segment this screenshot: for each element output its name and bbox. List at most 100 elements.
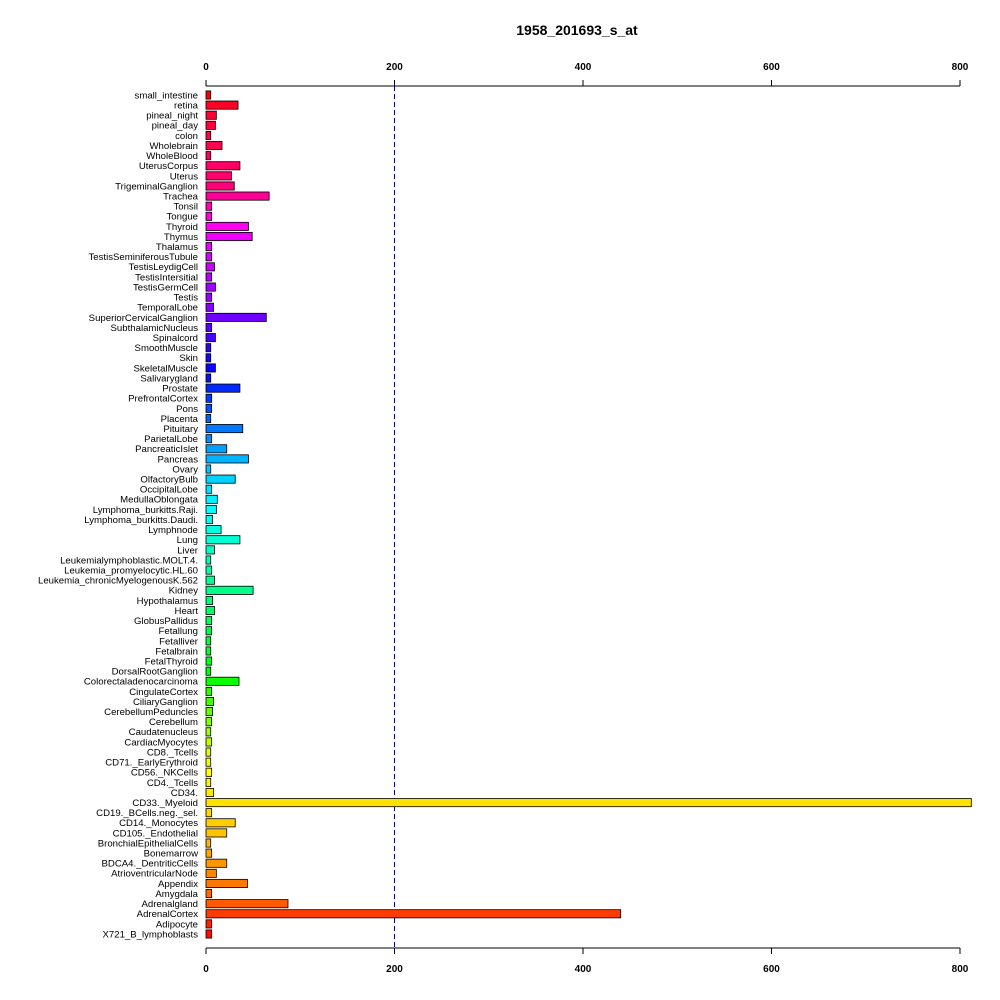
category-label-11: Tonsil [173,202,198,213]
category-label-0: small_intestine [135,90,198,101]
category-label-56: FetalThyroid [145,656,198,667]
category-label-20: Testis [173,293,198,304]
category-label-79: Amygdala [155,889,198,900]
category-label-48: Leukemia_chronicMyelogenousK.562 [38,576,198,587]
category-label-59: CingulateCortex [129,687,198,698]
category-label-62: Cerebellum [149,717,198,728]
category-label-50: Hypothalamus [137,596,199,607]
bar-1 [205,100,239,110]
bar-15 [205,242,213,252]
category-label-83: X721_B_lymphoblasts [103,929,199,940]
bar-26 [205,353,212,363]
category-label-36: Pancreas [157,454,198,465]
category-label-15: Thalamus [156,242,198,253]
category-label-38: OlfactoryBulb [140,475,198,486]
bar-51 [205,606,215,616]
bar-65 [205,747,212,757]
bar-34 [205,434,213,444]
category-label-74: BronchialEpithelialCells [98,838,198,849]
bar-21 [205,302,214,312]
category-label-17: TestisLeydigCell [129,262,198,273]
bottom-tick-label-4: 800 [952,964,969,975]
category-label-13: Thyroid [166,222,198,233]
category-label-78: Appendix [158,879,198,890]
category-label-25: SmoothMuscle [135,343,198,354]
category-label-42: Lymphoma_burkitts.Daudi. [84,515,198,526]
bar-55 [205,646,212,656]
category-label-6: WholeBlood [146,151,198,162]
category-label-31: Pons [176,404,198,415]
category-label-47: Leukemia_promyelocytic.HL.60 [64,565,198,576]
bar-32 [205,413,212,423]
bar-82 [205,919,213,929]
category-label-16: TestisSeminiferousTubule [89,252,199,263]
category-label-71: CD19._BCells.neg._sel. [96,808,198,819]
category-label-53: Fetallung [159,626,198,637]
bar-0 [205,90,212,100]
bar-49 [205,585,254,595]
top-tick-label-3: 600 [763,62,780,73]
bar-58 [205,676,240,686]
category-label-45: Liver [177,545,199,556]
category-label-54: Fetalliver [159,636,199,647]
bar-44 [205,535,241,545]
bar-50 [205,595,213,605]
bar-27 [205,363,216,373]
bar-4 [205,130,212,140]
top-tick-label-2: 400 [575,62,592,73]
bar-62 [205,717,213,727]
category-label-2: pineal_night [146,111,198,122]
category-label-82: Adipocyte [156,919,198,930]
category-label-7: UterusCorpus [139,161,198,172]
bar-73 [205,828,228,838]
bar-57 [205,666,212,676]
bar-83 [205,929,213,939]
category-label-46: Leukemialymphoblastic.MOLT.4. [60,555,198,566]
category-label-28: Salivarygland [140,373,198,384]
category-label-30: PrefrontalCortex [128,394,198,405]
category-label-5: Wholebrain [149,141,198,152]
bar-20 [205,292,213,302]
bar-70 [205,798,972,808]
category-label-49: Kidney [169,586,199,597]
bar-40 [205,494,218,504]
category-label-65: CD8._Tcells [147,747,198,758]
bar-37 [205,464,212,474]
bar-25 [205,343,212,353]
category-label-63: Caudatenucleus [129,727,199,738]
bar-29 [205,383,241,393]
bar-67 [205,767,213,777]
bar-63 [205,727,212,737]
category-label-81: AdrenalCortex [137,909,199,920]
category-label-33: Pituitary [163,424,198,435]
bottom-tick-label-2: 400 [575,964,592,975]
top-tick-label-0: 0 [203,62,209,73]
bar-56 [205,656,213,666]
bar-78 [205,878,248,888]
category-label-14: Thymus [164,232,198,243]
category-label-68: CD4._Tcells [147,778,198,789]
bar-48 [205,575,215,585]
bar-19 [205,282,216,292]
category-label-69: CD34. [171,788,198,799]
category-label-44: Lung [177,535,198,546]
category-label-23: SubthalamicNucleus [111,323,199,334]
bar-76 [205,858,228,868]
bar-13 [205,221,249,231]
bar-53 [205,626,213,636]
bar-59 [205,686,213,696]
bar-35 [205,444,228,454]
bar-14 [205,232,253,242]
bar-72 [205,818,236,828]
category-label-24: Spinalcord [153,333,198,344]
bar-17 [205,262,215,272]
bottom-tick-label-3: 600 [763,964,780,975]
category-label-12: Tongue [167,212,198,223]
category-label-55: Fetalbrain [155,646,198,657]
bar-46 [205,555,212,565]
category-label-75: Bonemarrow [144,849,198,860]
bar-33 [205,424,244,434]
category-label-9: TrigeminalGanglion [115,181,198,192]
top-tick-label-1: 200 [386,62,403,73]
bar-8 [205,171,232,181]
